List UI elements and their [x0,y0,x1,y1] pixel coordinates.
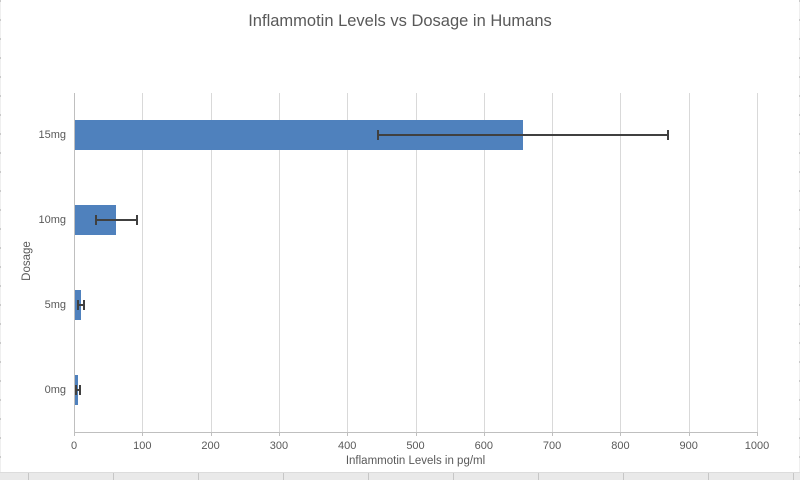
tick-mark-400 [347,432,349,436]
tick-label-1000: 1000 [744,440,770,452]
category-label-15mg: 15mg [38,129,66,142]
tick-mark-700 [552,432,554,436]
tick-mark-300 [278,432,280,436]
error-cap-0mg-high [79,384,82,395]
tick-mark-200 [210,432,212,436]
tick-label-700: 700 [542,440,562,452]
error-bar-10mg [95,219,137,222]
tick-mark-1000 [757,432,758,436]
error-cap-15mg-low [376,130,379,141]
tick-label-800: 800 [611,440,630,452]
tick-label-300: 300 [269,440,289,452]
tick-mark-0 [74,432,75,436]
gridline-400 [347,93,349,432]
tick-label-200: 200 [201,440,220,452]
chart-title: Inflammotin Levels vs Dosage in Humans [248,12,552,30]
error-cap-5mg-low [77,299,80,310]
error-cap-5mg-high [82,299,85,310]
category-label-0mg: 0mg [44,383,66,396]
gridline-1000 [757,93,758,432]
tick-mark-600 [483,432,485,436]
tick-label-100: 100 [133,440,152,452]
tick-mark-900 [688,432,690,436]
tick-label-0: 0 [70,440,78,452]
error-cap-10mg-low [94,215,97,226]
gridline-800 [620,93,622,432]
category-label-10mg: 10mg [38,214,66,227]
spreadsheet-left-edge [0,0,1,472]
gridline-300 [278,93,280,432]
gridline-100 [142,93,144,432]
tick-label-600: 600 [474,440,493,452]
y-axis-title: Dosage [21,241,33,281]
tick-label-400: 400 [338,440,357,452]
spreadsheet-bottom-row [0,472,800,480]
gridline-0 [74,93,75,432]
tick-mark-100 [142,432,144,436]
error-bar-15mg [377,134,668,137]
tick-mark-800 [620,432,622,436]
x-axis-title: Inflammotin Levels in pg/ml [345,455,486,467]
error-bar-5mg [78,303,84,306]
gridline-700 [552,93,554,432]
tick-mark-500 [415,432,417,436]
error-cap-10mg-high [135,215,138,226]
gridline-600 [483,93,485,432]
tick-label-500: 500 [406,440,425,452]
gridline-200 [210,93,212,432]
error-bar-0mg [76,388,81,391]
tick-label-900: 900 [679,440,698,452]
gridline-500 [415,93,417,432]
category-label-5mg: 5mg [44,298,66,311]
gridline-900 [688,93,690,432]
error-cap-15mg-high [666,130,669,141]
error-cap-0mg-low [75,384,78,395]
